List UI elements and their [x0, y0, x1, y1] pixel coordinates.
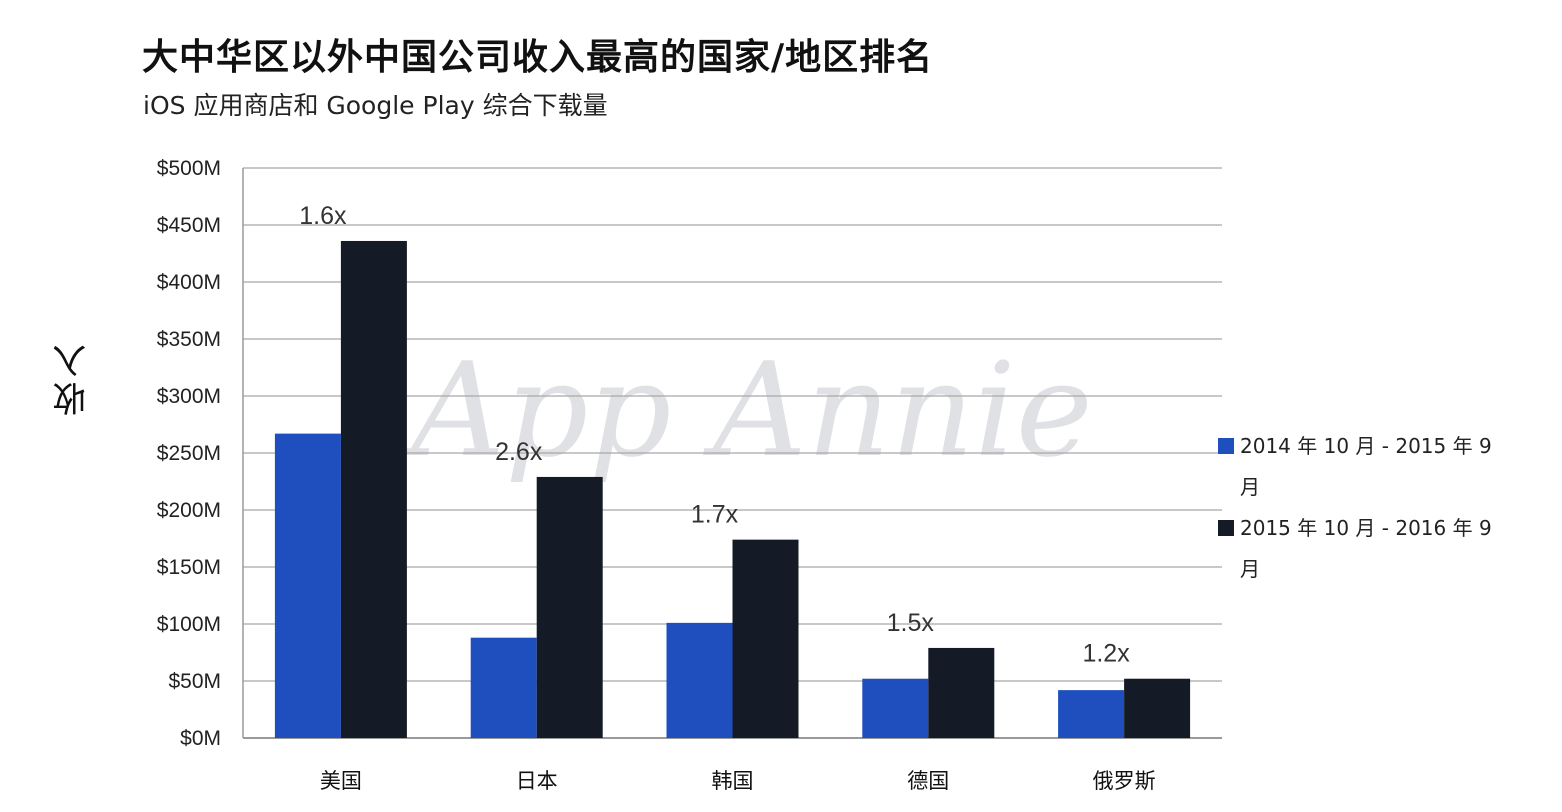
chart-title: 大中华区以外中国公司收入最高的国家/地区排名 — [142, 37, 934, 78]
legend-label: 2015 年 10 月 - 2016 年 9 月 — [1240, 516, 1492, 581]
y-tick-label: $450M — [157, 214, 221, 237]
bar-2015-2016 — [536, 476, 603, 738]
y-tick-label: $250M — [157, 442, 221, 465]
x-category-label: 德国 — [907, 769, 949, 793]
legend: 2014 年 10 月 - 2015 年 9 月 2015 年 10 月 - 20… — [1218, 426, 1518, 590]
bar-2014-2015 — [274, 433, 341, 738]
bar-2014-2015 — [470, 637, 537, 738]
bar-2015-2016 — [340, 240, 407, 738]
chart-subtitle: iOS 应用商店和 Google Play 综合下载量 — [143, 91, 608, 120]
bars — [274, 240, 1191, 738]
y-tick-label: $400M — [157, 271, 221, 294]
legend-swatch — [1218, 520, 1234, 536]
bar-2014-2015 — [1058, 690, 1125, 738]
x-category-label: 韩国 — [712, 769, 754, 793]
legend-item: 2015 年 10 月 - 2016 年 9 月 — [1218, 508, 1518, 590]
y-tick-label: $500M — [157, 157, 221, 180]
y-tick-label: $0M — [180, 727, 221, 750]
x-category-label: 俄罗斯 — [1093, 769, 1156, 793]
bar-2015-2016 — [732, 539, 799, 738]
growth-multiplier: 1.5x — [887, 609, 935, 637]
y-tick-label: $150M — [157, 556, 221, 579]
x-axis-categories: 美国 日本 韩国 德国 俄罗斯 — [320, 769, 1156, 793]
y-tick-label: $50M — [168, 670, 221, 693]
bar-2014-2015 — [862, 678, 929, 738]
growth-annotations: 1.6x 2.6x 1.7x 1.5x 1.2x — [299, 202, 1130, 668]
watermark: App Annie — [401, 334, 1092, 486]
x-category-label: 日本 — [516, 769, 558, 793]
legend-label: 2014 年 10 月 - 2015 年 9 月 — [1240, 434, 1492, 499]
growth-multiplier: 1.7x — [691, 501, 739, 529]
legend-item: 2014 年 10 月 - 2015 年 9 月 — [1218, 426, 1518, 508]
growth-multiplier: 1.2x — [1082, 640, 1130, 668]
bar-2014-2015 — [666, 622, 733, 738]
growth-multiplier: 2.6x — [495, 438, 543, 466]
legend-swatch — [1218, 438, 1234, 454]
y-tick-label: $200M — [157, 499, 221, 522]
y-tick-label: $100M — [157, 613, 221, 636]
bar-2015-2016 — [928, 647, 995, 738]
y-axis-ticks: $0M $50M $100M $150M $200M $250M $300M $350M $40… — [157, 157, 221, 750]
bar-2015-2016 — [1124, 678, 1191, 738]
y-tick-label: $300M — [157, 385, 221, 408]
y-tick-label: $350M — [157, 328, 221, 351]
growth-multiplier: 1.6x — [299, 202, 347, 230]
x-category-label: 美国 — [320, 769, 362, 793]
